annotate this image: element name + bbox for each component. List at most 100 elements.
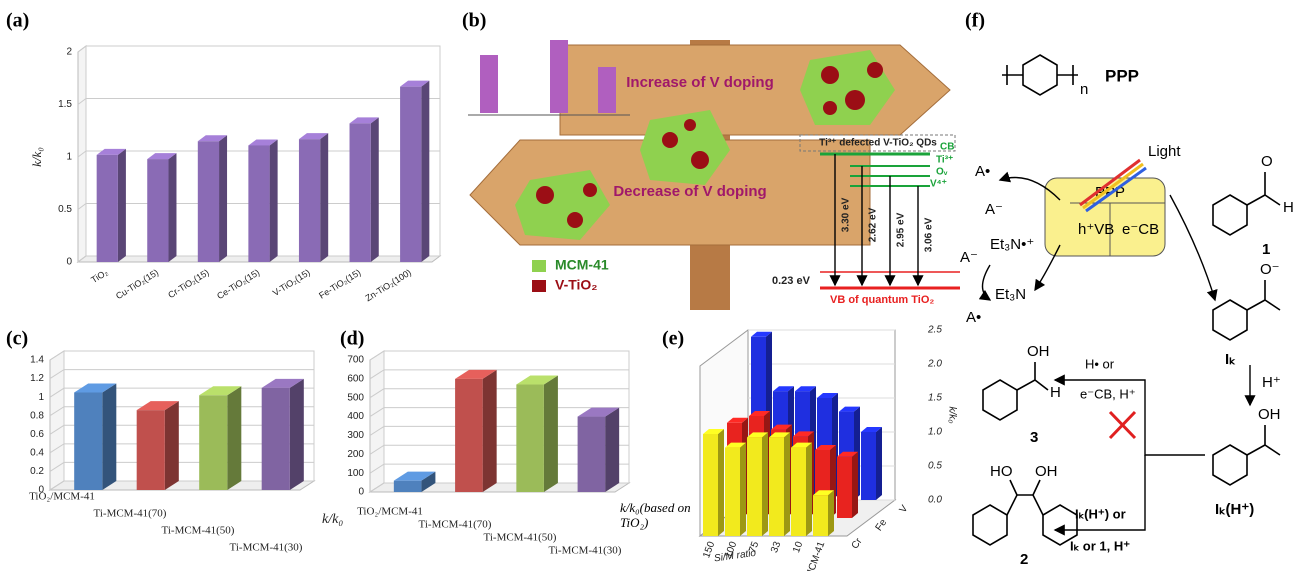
y-tick-label: 200 [347, 449, 364, 460]
x-tick-label: Ce-TiO₂(15) [215, 267, 261, 301]
panel-label: (a) [6, 10, 29, 32]
bar-side [371, 117, 379, 262]
bond [1247, 425, 1280, 455]
bar-side [270, 139, 278, 262]
panel-label: (d) [340, 328, 364, 350]
bar [248, 145, 269, 262]
y-axis-label: k/k₀ [322, 512, 343, 527]
bar [198, 141, 219, 262]
x-tick-label: Fe-TiO₂(15) [317, 267, 362, 300]
panel-b: MCM-41 V-TiO₂ Increase of V doping Decre… [468, 40, 960, 310]
ring [973, 505, 1007, 545]
y-tick-label: 500 [347, 392, 364, 403]
bar-side [165, 401, 179, 490]
x-tick-label: Zn-TiO₂(100) [363, 267, 413, 303]
inset-bar [550, 40, 568, 113]
x-tick-label: TiO₂/MCM-41 [29, 491, 95, 503]
bar-side [290, 379, 304, 490]
level-label: Oᵥ [936, 167, 948, 178]
y-tick-label: 1.0 [928, 427, 942, 438]
bar-side [421, 81, 429, 262]
y-tick-label: 0.4 [30, 447, 44, 458]
y-tick-label: 400 [347, 411, 364, 422]
bar [299, 139, 320, 262]
bar [861, 432, 876, 500]
compound-label: 2 [1020, 551, 1028, 568]
y-tick-label: 600 [347, 373, 364, 384]
gap-label: 0.23 eV [772, 275, 811, 287]
legend-label: MCM-41 [555, 257, 609, 273]
ring [1023, 55, 1057, 95]
x-tick-label: 10 [791, 540, 805, 555]
atom: H [1283, 199, 1294, 216]
legend-label: V-TiO₂ [555, 277, 598, 293]
hole-label: h⁺VB [1078, 221, 1114, 238]
bar [578, 417, 606, 492]
ring [983, 380, 1017, 420]
vb-label: VB of quantum TiO₂ [830, 294, 934, 306]
compound-label: Iₖ [1225, 351, 1236, 368]
atom: H [1050, 384, 1061, 401]
y-tick-label: 0.5 [58, 204, 72, 215]
panel-label: (c) [6, 328, 28, 350]
panel-f: n PPP PPP h⁺VB e⁻CB Light A• A⁻ A⁻ A• Et… [960, 55, 1294, 568]
arrow [1170, 195, 1215, 300]
bar-side [168, 153, 176, 262]
y-tick-label: 0 [66, 257, 72, 268]
y-tick-label: 0.0 [928, 495, 942, 506]
legend-swatch [532, 280, 546, 292]
panel-label: (b) [462, 10, 486, 32]
bar-side [762, 432, 768, 536]
x-tick-label: Ti-MCM-41(30) [549, 545, 622, 557]
x-tick-label: Ti-MCM-41(50) [484, 532, 557, 544]
plot-wall [370, 351, 384, 492]
bar-side [227, 386, 241, 490]
y-tick-label: 2.0 [927, 359, 942, 370]
atom: OH [1035, 463, 1058, 480]
bar [97, 155, 118, 262]
bar [455, 379, 483, 492]
bar-side [605, 408, 619, 492]
compound-label: 3 [1030, 429, 1038, 446]
bar-side [806, 443, 812, 536]
x-tick-label: V-TiO₂(15) [271, 267, 312, 298]
y-tick-label: 1.5 [58, 99, 72, 110]
x-tick-label: TiO₂/MCM-41 [357, 506, 423, 518]
atom: O [1261, 153, 1273, 170]
bar-side [483, 370, 497, 492]
qd-label: Ti³⁺ defected V-TiO₂ QDs [819, 138, 937, 149]
legend-label: Fe [874, 517, 890, 533]
bond [1007, 480, 1043, 515]
inset-bar [598, 67, 616, 113]
panel-label: (e) [662, 328, 684, 350]
y-tick-label: 1.4 [30, 355, 44, 366]
species: Et₃N [995, 286, 1026, 303]
compound-label: Iₖ(H⁺) [1215, 501, 1254, 518]
atom: OH [1027, 343, 1050, 360]
compound-label: 1 [1262, 241, 1270, 258]
bar [791, 448, 806, 536]
level-label: Ti³⁺ [936, 155, 953, 166]
species: A⁻ [985, 201, 1003, 218]
bond [1247, 280, 1280, 310]
atom: HO [990, 463, 1013, 480]
x-tick-label: Cr-TiO₂(15) [166, 267, 210, 300]
bar [199, 395, 227, 490]
bar-side [544, 376, 558, 492]
figure: MCM-41 V-TiO₂ Increase of V doping Decre… [0, 0, 1311, 571]
bar [262, 388, 290, 490]
bar-side [876, 427, 882, 500]
bar [147, 159, 168, 262]
transition-label: 3.06 eV [924, 217, 935, 252]
x-axis-label: Si/M ratio [713, 548, 757, 565]
bar [394, 481, 422, 492]
y-tick-label: 0.8 [30, 410, 44, 421]
bar-side [784, 432, 790, 536]
bar-side [118, 149, 126, 262]
inset-bar [480, 55, 498, 113]
ring [1213, 300, 1247, 340]
electron-label: e⁻CB [1122, 221, 1159, 238]
reagent: H• or [1085, 356, 1115, 371]
bar [747, 437, 762, 536]
bar-side [828, 490, 834, 536]
